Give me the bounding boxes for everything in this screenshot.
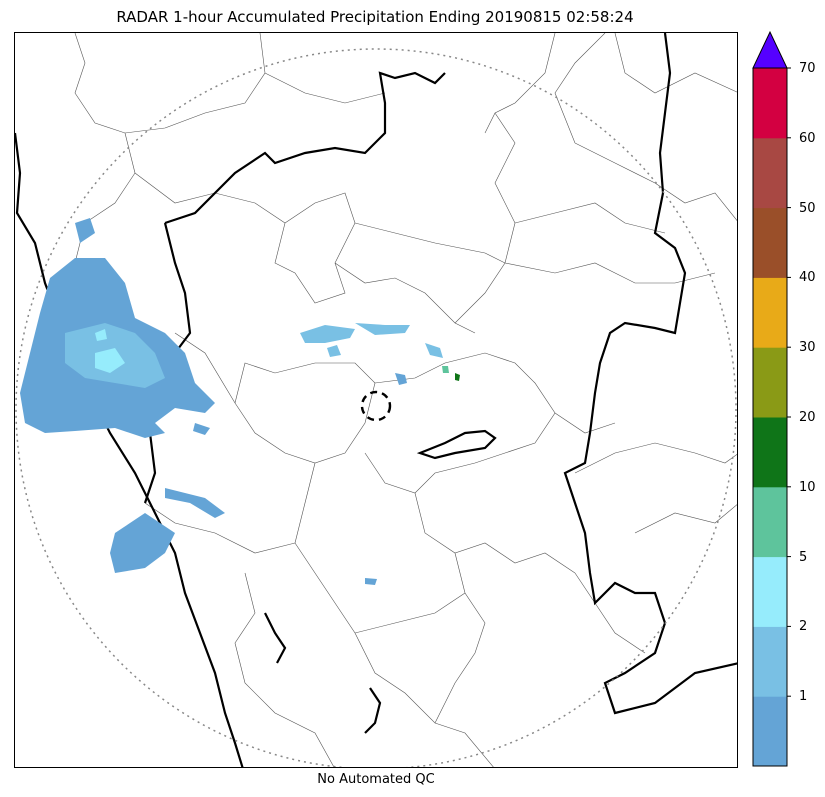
colorbar-segment [753,68,787,139]
colorbar-segment [753,137,787,209]
colorbar-tick-label: 70 [799,61,816,76]
colorbar-tick-label: 20 [799,410,816,425]
colorbar-segment [753,486,787,558]
colorbar-tick-label: 5 [799,549,808,565]
colorbar-segment [753,626,787,697]
colorbar-segment [753,207,787,278]
colorbar-tick-label: 30 [799,340,816,356]
colorbar-segment [753,277,787,348]
colorbar-tick-label: 50 [799,200,816,216]
colorbar-tick-label: 60 [799,130,816,146]
range-ring [15,48,737,767]
colorbar-segment [753,556,787,627]
precipitation-echoes [20,218,460,585]
colorbar-extend-arrow [752,30,788,69]
radar-map-canvas [15,33,737,767]
colorbar-tick-label: 10 [799,479,816,495]
colorbar-segment [753,347,787,418]
radar-map[interactable] [14,32,738,768]
colorbar: 1 2 5 10 20 30 40 50 60 70 [751,30,816,770]
qc-caption: No Automated QC [317,772,435,787]
colorbar-scale [752,30,791,767]
colorbar-segment [753,696,787,767]
colorbar-tick-label: 2 [799,619,808,635]
colorbar-tick-label: 1 [799,689,808,705]
radar-site-marker [360,390,392,422]
map-title: RADAR 1-hour Accumulated Precipitation E… [116,8,634,26]
colorbar-segment [753,417,787,488]
colorbar-tick-label: 40 [799,270,816,286]
